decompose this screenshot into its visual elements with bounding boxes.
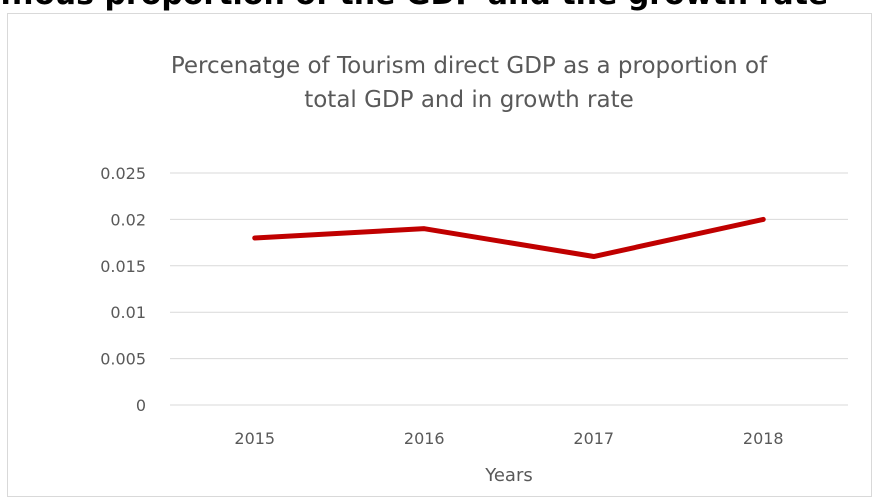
x-tick-label: 2016 [404,429,445,448]
y-axis-ticks: 0 0.005 0.01 0.015 0.02 0.025 [100,164,146,415]
y-tick-label: 0.025 [100,164,146,183]
y-tick-label: 0.015 [100,257,146,276]
y-tick-label: 0 [136,396,146,415]
x-tick-label: 2018 [743,429,784,448]
x-tick-label: 2015 [234,429,275,448]
gridlines [170,172,848,406]
chart-title-line-2: total GDP and in growth rate [304,87,634,113]
y-tick-label: 0.02 [110,210,146,229]
chart-title-line-1: Percenatge of Tourism direct GDP as a pr… [171,53,768,79]
page-heading-fragment: ...ous proportion of the GDP and the gro… [0,0,883,12]
y-tick-label: 0.01 [110,303,146,322]
x-tick-label: 2017 [573,429,614,448]
x-axis-title: Years [484,465,533,486]
x-axis-ticks: 2015 2016 2017 2018 [234,429,783,448]
chart-frame [7,13,872,497]
y-tick-label: 0.005 [100,350,146,369]
series-line [252,216,766,260]
series-layer [252,216,766,260]
chart-title: Percenatge of Tourism direct GDP as a pr… [171,53,768,113]
